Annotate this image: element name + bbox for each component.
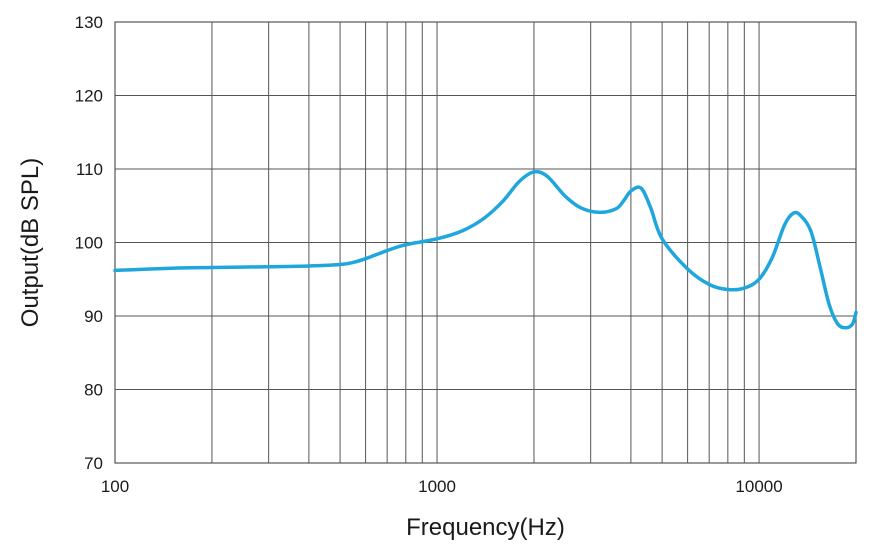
plot-frame <box>114 21 857 464</box>
x-tick-label: 100 <box>101 477 129 496</box>
y-tick-label: 110 <box>76 160 103 179</box>
grid-lines <box>115 22 856 463</box>
x-axis-title: Frequency(Hz) <box>406 514 565 541</box>
y-axis-title: Output(dB SPL) <box>17 158 44 327</box>
y-axis-ticks: 70 80 90 100 110 120 130 <box>75 13 103 473</box>
x-tick-label: 1000 <box>418 477 456 496</box>
y-tick-label: 120 <box>75 87 103 106</box>
y-tick-label: 100 <box>75 234 103 253</box>
x-axis-ticks: 100 1000 10000 <box>101 477 783 496</box>
y-tick-label: 130 <box>75 13 103 32</box>
y-tick-label: 90 <box>84 307 103 326</box>
x-tick-label: 10000 <box>735 477 782 496</box>
y-tick-label: 80 <box>84 381 103 400</box>
y-tick-label: 70 <box>84 454 103 473</box>
response-curve <box>113 169 858 330</box>
